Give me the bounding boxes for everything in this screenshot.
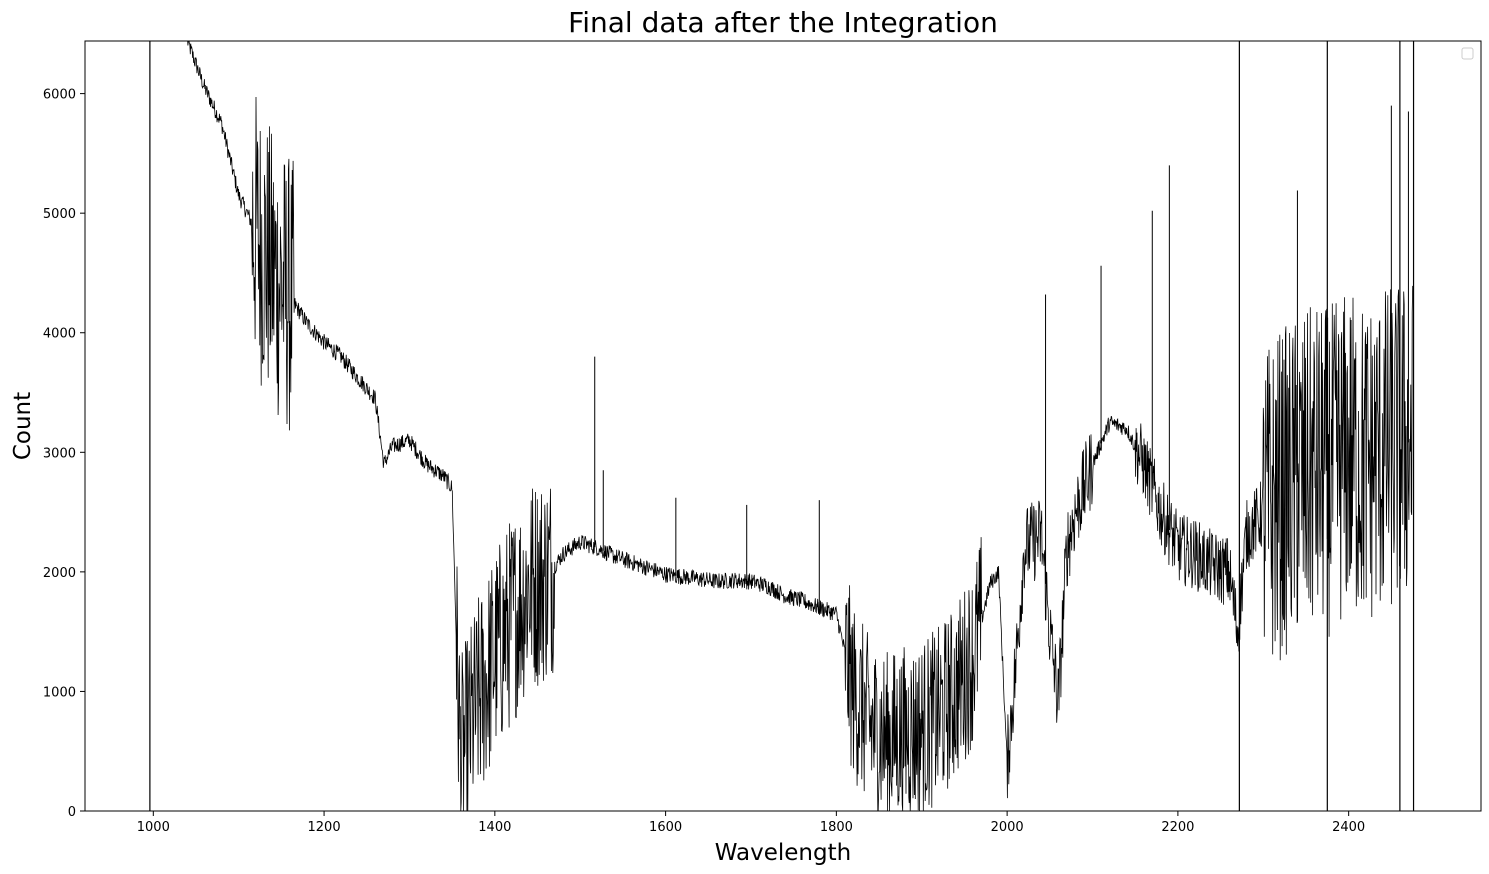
chart-title: Final data after the Integration (568, 6, 998, 39)
x-tick-label: 2200 (1161, 820, 1194, 835)
y-tick-label: 3000 (43, 446, 76, 461)
y-axis: 0 1000 2000 3000 4000 5000 6000 (43, 88, 85, 820)
x-tick-label: 1400 (478, 820, 511, 835)
x-tick-label: 1200 (308, 820, 341, 835)
x-tick-label: 2400 (1332, 820, 1365, 835)
y-tick-label: 1000 (43, 685, 76, 700)
series-line (187, 41, 1414, 811)
x-axis: 1000 1200 1400 1600 1800 2000 2200 2400 (137, 811, 1365, 835)
y-tick-label: 0 (68, 805, 76, 820)
y-tick-label: 5000 (43, 207, 76, 222)
y-tick-label: 2000 (43, 566, 76, 581)
x-tick-label: 2000 (991, 820, 1024, 835)
x-axis-label: Wavelength (715, 840, 851, 866)
y-tick-label: 4000 (43, 327, 76, 342)
y-axis-label: Count (10, 392, 36, 460)
y-tick-label: 6000 (43, 88, 76, 103)
x-tick-label: 1800 (820, 820, 853, 835)
x-tick-label: 1600 (649, 820, 682, 835)
x-tick-label: 1000 (137, 820, 170, 835)
plot-frame (84, 40, 1482, 812)
plot-series (149, 41, 1415, 811)
legend-box (1461, 47, 1474, 60)
